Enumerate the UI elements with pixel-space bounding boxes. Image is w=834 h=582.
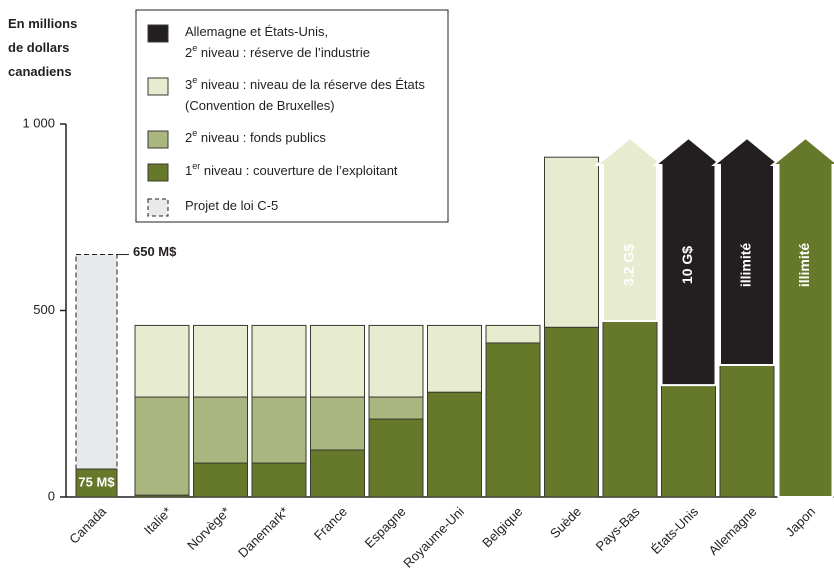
x-tick-label: France xyxy=(311,504,350,543)
y-axis-title: En millions de dollars canadiens xyxy=(8,16,77,79)
bar-segment xyxy=(368,418,424,498)
bar-segment xyxy=(310,449,365,498)
legend-label: 1er niveau : couverture de l’exploitant xyxy=(185,161,398,178)
bar-segment xyxy=(251,324,307,398)
bar-segment xyxy=(251,396,307,464)
arrow-label: illimité xyxy=(738,243,754,288)
bar-segment xyxy=(427,324,482,393)
bar-segment xyxy=(427,391,482,498)
x-tick-label: Danemark* xyxy=(235,504,292,561)
bar-segment xyxy=(310,324,365,398)
unbounded-arrow xyxy=(711,136,783,366)
x-tick-label: Suède xyxy=(547,504,584,541)
x-tick-label: Espagne xyxy=(362,504,409,551)
bar-segment xyxy=(251,462,307,498)
bar-segment xyxy=(368,396,424,420)
y-tick-label: 1 000 xyxy=(22,115,55,130)
arrow-label: illimité xyxy=(796,243,812,288)
x-tick-label: Japon xyxy=(782,504,818,540)
bar-segment xyxy=(661,384,716,498)
arrow-label: 3.2 G$ xyxy=(621,244,637,286)
legend-label: 2e niveau : fonds publics xyxy=(185,128,326,145)
arrow-label: 10 G$ xyxy=(679,246,695,284)
bar-segment xyxy=(368,324,424,398)
legend-label: Allemagne et États-Unis, 2e niveau : rése… xyxy=(185,24,370,60)
y-tick-label: 0 xyxy=(48,488,55,503)
bar-segment xyxy=(485,324,541,344)
legend-swatch xyxy=(147,77,169,96)
legend-swatch xyxy=(147,130,169,149)
x-tick-label: Belgique xyxy=(479,504,525,550)
legend-swatch xyxy=(147,163,169,182)
bar-segment xyxy=(719,364,775,498)
legend-swatch xyxy=(147,198,169,217)
bar-segment xyxy=(75,468,118,498)
legend-swatch xyxy=(147,24,169,43)
bar-segment xyxy=(134,324,190,398)
bill-bar xyxy=(75,254,118,498)
value-label: 75 M$ xyxy=(78,474,115,489)
y-tick-label: 500 xyxy=(33,302,55,317)
x-tick-label: Allemagne xyxy=(706,504,760,558)
bar-segment xyxy=(544,326,599,498)
x-tick-label: Canada xyxy=(66,503,109,546)
bar-segment xyxy=(193,396,248,464)
legend-box xyxy=(135,9,449,223)
x-tick-label: Royaume-Uni xyxy=(400,504,467,571)
x-tick-label: États-Unis xyxy=(648,504,701,557)
unbounded-arrow xyxy=(769,136,834,498)
x-tick-label: Pays-Bas xyxy=(593,504,643,554)
bar-segment xyxy=(544,156,599,328)
legend-label: 3e niveau : niveau de la réserve des Éta… xyxy=(185,75,425,113)
x-tick-label: Norvège* xyxy=(184,504,233,553)
bar-segment xyxy=(193,462,248,498)
bar-segment xyxy=(193,324,248,398)
x-tick-label: Italie* xyxy=(141,504,175,538)
legend-label: Projet de loi C-5 xyxy=(185,198,278,213)
bill-label: 650 M$ xyxy=(133,244,177,259)
unbounded-arrow xyxy=(652,136,725,387)
bar-segment xyxy=(134,396,190,496)
bar-segment xyxy=(602,320,658,498)
unbounded-arrow xyxy=(594,136,666,322)
bar-segment xyxy=(485,342,541,498)
bar-segment xyxy=(310,396,365,451)
